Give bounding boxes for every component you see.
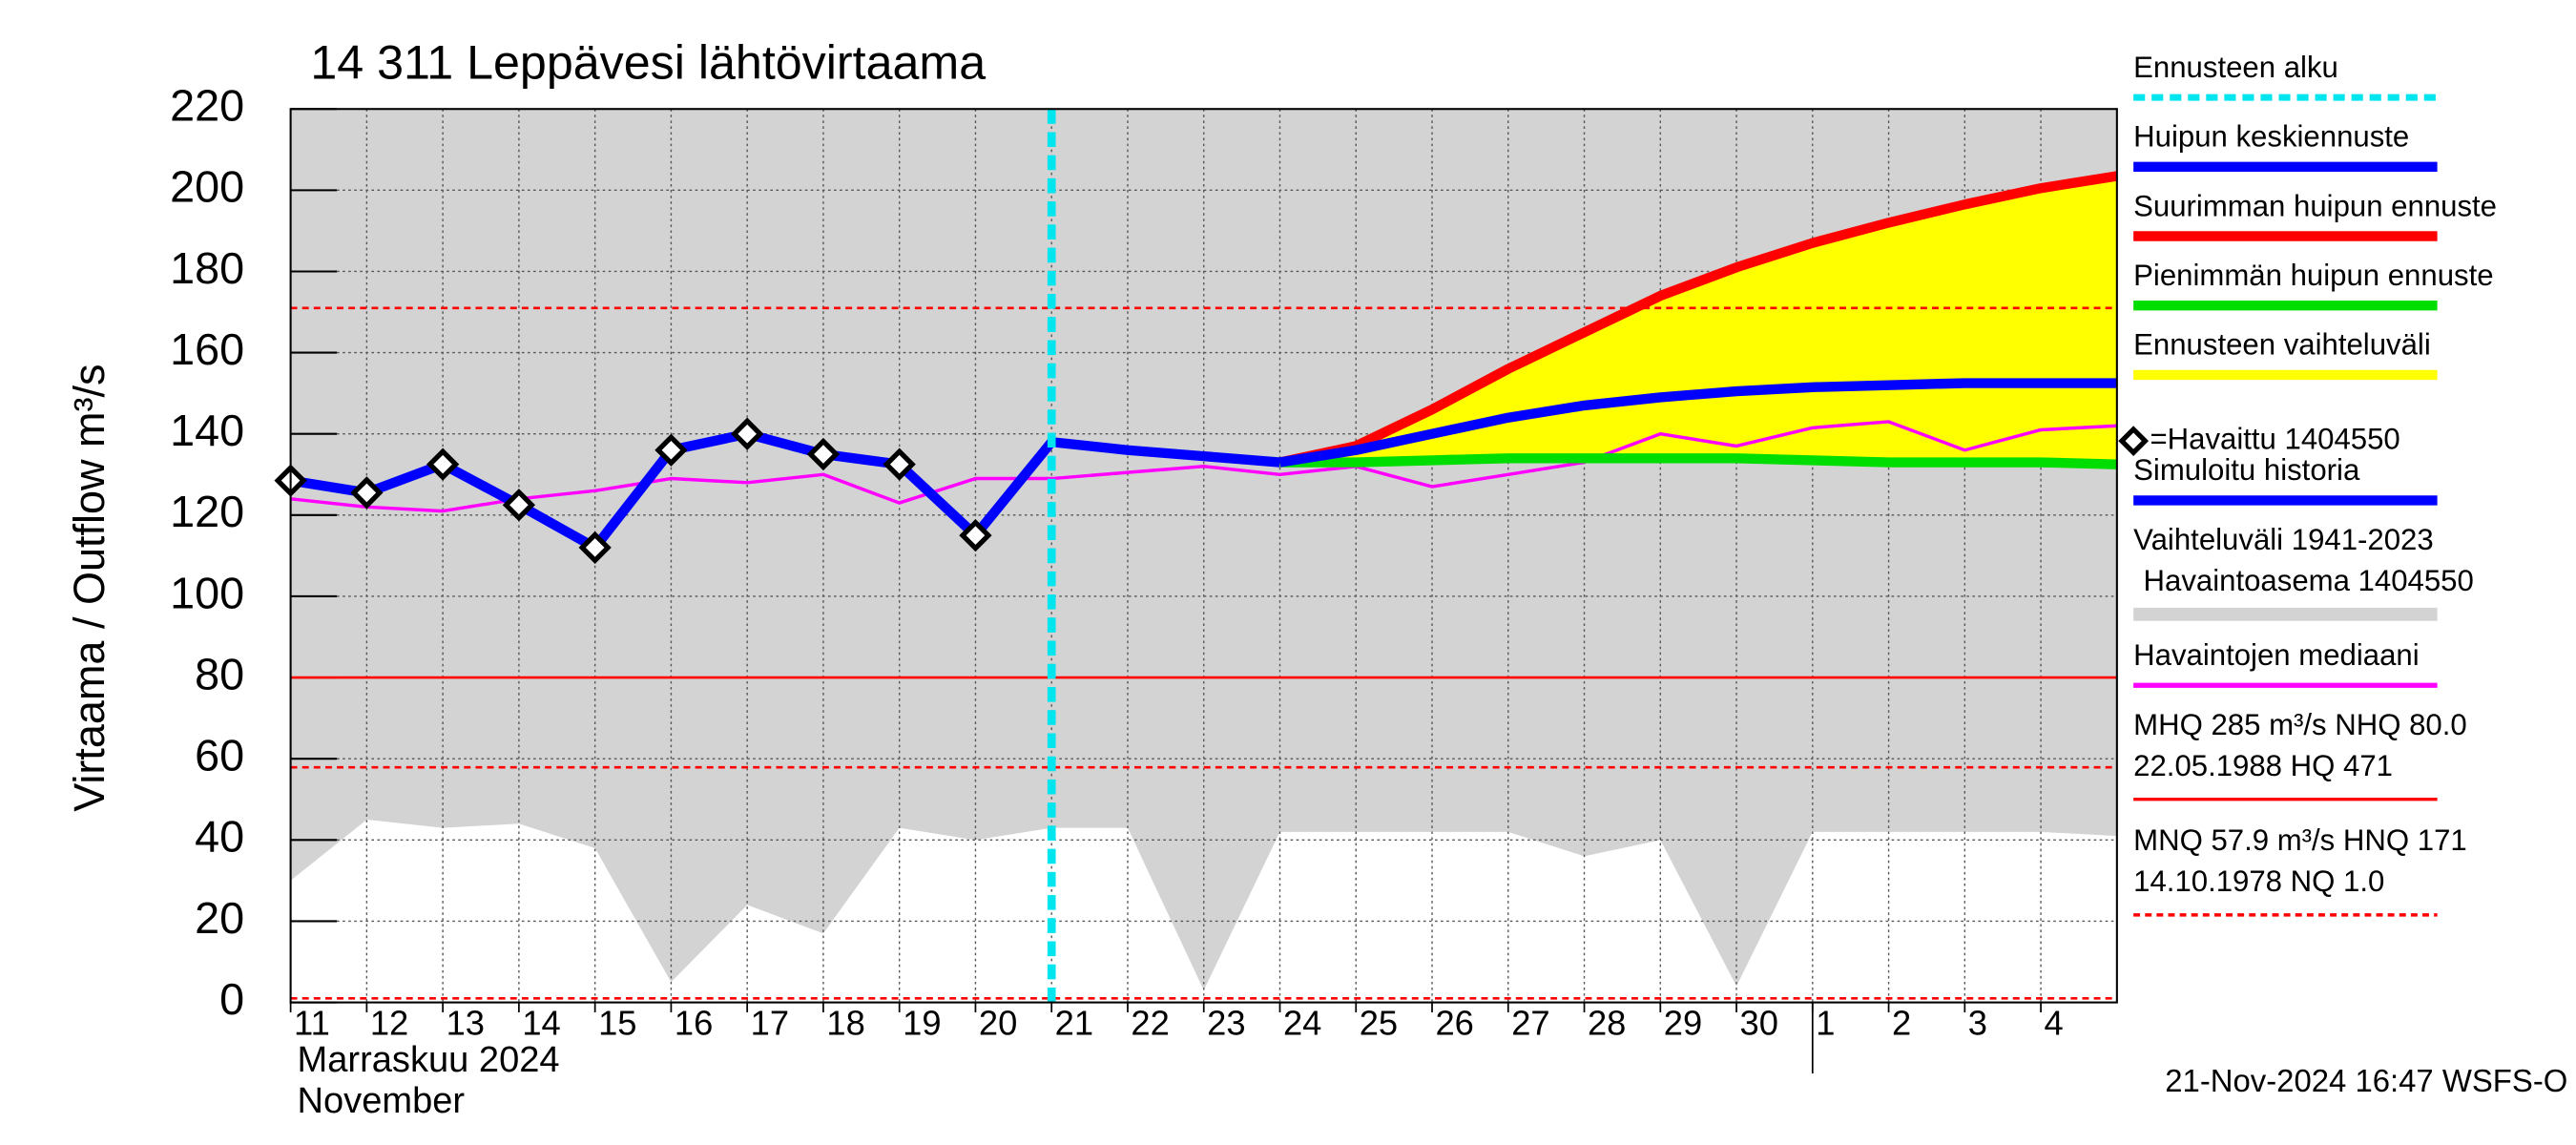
x-tick-label: 22 xyxy=(1131,1003,1169,1042)
y-tick-label: 40 xyxy=(195,812,244,862)
observed-point xyxy=(350,476,384,510)
y-tick-label: 120 xyxy=(170,487,244,536)
x-tick-label: 20 xyxy=(979,1003,1017,1042)
chart-title: 14 311 Leppävesi lähtövirtaama xyxy=(310,35,986,89)
observed-point xyxy=(959,518,992,552)
series-line xyxy=(1278,171,2118,468)
x-tick-label: 29 xyxy=(1664,1003,1702,1042)
x-tick-label: 23 xyxy=(1207,1003,1245,1042)
legend-label: Ennusteen vaihteluväli xyxy=(2133,328,2431,362)
x-tick-label: 13 xyxy=(447,1003,485,1042)
legend-label: Pienimmän huipun ennuste xyxy=(2133,259,2493,292)
legend-label: MNQ 57.9 m³/s HNQ 171 xyxy=(2133,823,2467,857)
x-tick-label: 12 xyxy=(370,1003,408,1042)
legend-label: Suurimman huipun ennuste xyxy=(2133,189,2497,222)
legend-sublabel: 22.05.1988 HQ 471 xyxy=(2133,749,2393,782)
legend-sublabel: Havaintoasema 1404550 xyxy=(2144,564,2474,597)
observed-point xyxy=(883,448,916,481)
x-tick-label: 17 xyxy=(751,1003,789,1042)
legend-label: Havaintojen mediaani xyxy=(2133,638,2419,672)
x-tick-label: 27 xyxy=(1511,1003,1549,1042)
observed-point xyxy=(502,489,536,522)
legend-label: Simuloitu historia xyxy=(2133,453,2360,487)
x-tick-label: 15 xyxy=(598,1003,636,1042)
x-tick-label: 24 xyxy=(1283,1003,1321,1042)
legend-label: Huipun keskiennuste xyxy=(2133,120,2409,154)
x-tick-label: 30 xyxy=(1740,1003,1778,1042)
legend-sublabel: 14.10.1978 NQ 1.0 xyxy=(2133,864,2384,898)
observed-point xyxy=(654,433,688,467)
x-tick-label: 21 xyxy=(1055,1003,1093,1042)
x-tick-label: 18 xyxy=(826,1003,864,1042)
x-tick-label: 16 xyxy=(675,1003,713,1042)
series-line xyxy=(289,428,1280,553)
y-axis-label: Virtaama / Outflow m³/s xyxy=(65,364,114,812)
y-tick-label: 60 xyxy=(195,731,244,781)
y-tick-label: 100 xyxy=(170,568,244,617)
y-tick-label: 220 xyxy=(170,81,244,131)
x-tick-label: 1 xyxy=(1816,1003,1835,1042)
y-tick-label: 200 xyxy=(170,162,244,212)
timestamp: 21-Nov-2024 16:47 WSFS-O xyxy=(2165,1063,2567,1098)
series-line xyxy=(290,420,2117,513)
legend-marker xyxy=(2118,426,2150,457)
y-tick-label: 20 xyxy=(195,893,244,943)
x-tick-label: 25 xyxy=(1360,1003,1398,1042)
month-label-en: November xyxy=(298,1081,466,1121)
observed-point xyxy=(806,437,841,471)
y-tick-label: 80 xyxy=(195,649,244,698)
series-line xyxy=(1278,378,2117,468)
x-tick-label: 14 xyxy=(522,1003,560,1042)
x-tick-label: 19 xyxy=(903,1003,941,1042)
legend-label: MHQ 285 m³/s NHQ 80.0 xyxy=(2133,708,2467,741)
observed-point xyxy=(731,417,764,450)
legend-label: Ennusteen alku xyxy=(2133,51,2338,84)
legend-label: Vaihteluväli 1941-2023 xyxy=(2133,523,2434,556)
x-tick-label: 11 xyxy=(294,1003,330,1042)
x-tick-label: 4 xyxy=(2045,1003,2064,1042)
observed-point xyxy=(426,448,460,481)
x-tick-label: 3 xyxy=(1968,1003,1987,1042)
x-tick-label: 26 xyxy=(1435,1003,1473,1042)
x-tick-label: 28 xyxy=(1588,1003,1626,1042)
legend-label: =Havaittu 1404550 xyxy=(2150,422,2399,455)
month-label: Marraskuu 2024 xyxy=(298,1040,560,1080)
y-tick-label: 180 xyxy=(170,243,244,293)
y-tick-label: 160 xyxy=(170,324,244,374)
y-tick-label: 140 xyxy=(170,406,244,455)
series-line xyxy=(1279,453,2117,469)
y-tick-label: 0 xyxy=(219,974,244,1024)
x-tick-label: 2 xyxy=(1892,1003,1911,1042)
forecast-range-band xyxy=(1279,176,2117,465)
observed-point xyxy=(578,531,612,565)
